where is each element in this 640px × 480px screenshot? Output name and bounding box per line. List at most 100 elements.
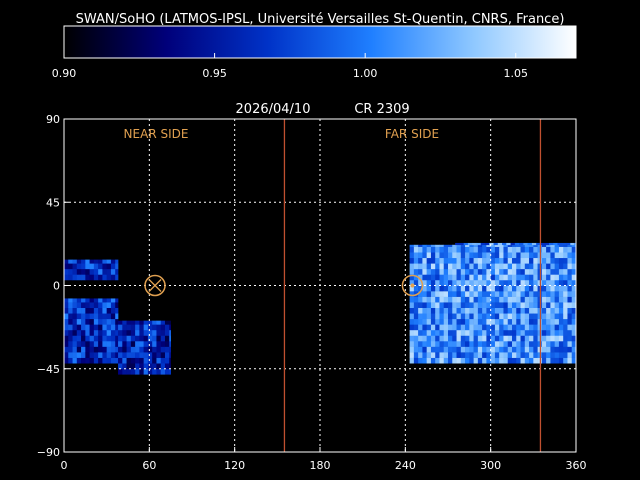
heatmap-cell	[490, 279, 496, 286]
heatmap-cell	[467, 242, 473, 246]
heatmap-cell	[499, 296, 504, 303]
heatmap-cell	[524, 352, 530, 358]
heatmap-cell	[558, 318, 564, 325]
heatmap-cell	[558, 257, 564, 264]
heatmap-cell	[490, 352, 496, 358]
heatmap-cell	[143, 368, 149, 375]
heatmap-cell	[548, 242, 554, 246]
heatmap-cell	[72, 263, 78, 270]
heatmap-cell	[516, 313, 521, 320]
heatmap-cell	[126, 320, 132, 325]
heatmap-cell	[64, 341, 69, 347]
heatmap-cell	[482, 341, 487, 347]
heatmap-cell	[430, 318, 436, 325]
heatmap-cell	[494, 302, 500, 308]
heatmap-cell	[115, 274, 119, 281]
heatmap-cell	[529, 313, 534, 320]
heatmap-cell	[563, 268, 568, 275]
y-tick-label: 0	[53, 280, 60, 293]
heatmap-cell	[64, 313, 69, 320]
heatmap-cell	[130, 324, 136, 331]
heatmap-cell	[413, 263, 419, 270]
heatmap-cell	[89, 259, 95, 264]
heatmap-cell	[541, 329, 547, 336]
heatmap-cell	[524, 346, 530, 353]
heatmap-cell	[499, 252, 504, 259]
heatmap-cell	[430, 296, 436, 303]
heatmap-cell	[452, 302, 457, 308]
heatmap-cell	[443, 346, 449, 353]
heatmap-cell	[452, 263, 457, 270]
heatmap-cell	[85, 302, 90, 308]
heatmap-cell	[452, 268, 457, 275]
heatmap-cell	[469, 246, 474, 253]
heatmap-cell	[164, 335, 170, 342]
heatmap-cell	[115, 346, 119, 353]
heatmap-cell	[106, 274, 112, 281]
heatmap-cell	[529, 279, 534, 286]
heatmap-cell	[409, 246, 415, 253]
heatmap-cell	[68, 263, 73, 270]
heatmap-cell	[482, 352, 487, 358]
heatmap-cell	[443, 302, 449, 308]
heatmap-cell	[418, 329, 423, 336]
heatmap-cell	[164, 320, 170, 325]
heatmap-cell	[81, 263, 86, 270]
heatmap-cell	[156, 346, 162, 353]
heatmap-cell	[469, 324, 474, 331]
heatmap-cell	[550, 279, 555, 286]
heatmap-cell	[463, 242, 469, 246]
heatmap-cell	[554, 246, 560, 253]
heatmap-cell	[490, 257, 496, 264]
heatmap-cell	[452, 329, 457, 336]
heatmap-cell	[448, 357, 453, 364]
heatmap-cell	[435, 244, 440, 247]
heatmap-cell	[106, 313, 112, 320]
heatmap-cell	[115, 357, 119, 364]
heatmap-cell	[439, 335, 445, 342]
heatmap-cell	[135, 346, 140, 353]
heatmap-cell	[486, 307, 491, 314]
heatmap-cell	[448, 291, 453, 297]
heatmap-cell	[465, 274, 470, 281]
heatmap-cell	[516, 244, 521, 247]
heatmap-cell	[456, 268, 462, 275]
heatmap-cell	[64, 298, 69, 303]
heatmap-cell	[169, 324, 171, 331]
heatmap-cell	[122, 357, 127, 364]
heatmap-cell	[76, 346, 82, 353]
heatmap-cell	[89, 313, 95, 320]
heatmap-cell	[110, 346, 116, 353]
heatmap-cell	[469, 357, 474, 364]
heatmap-cell	[418, 357, 423, 364]
heatmap-cell	[439, 296, 445, 303]
heatmap-cell	[482, 244, 487, 247]
heatmap-cell	[472, 242, 477, 246]
heatmap-cell	[567, 335, 573, 342]
heatmap-cell	[409, 274, 415, 281]
heatmap-cell	[81, 259, 86, 264]
heatmap-cell	[465, 296, 470, 303]
heatmap-cell	[533, 285, 538, 292]
heatmap-cell	[439, 257, 445, 264]
heatmap-cell	[494, 257, 500, 264]
heatmap-cell	[469, 257, 474, 264]
heatmap-cell	[409, 357, 415, 364]
heatmap-cell	[520, 274, 526, 281]
heatmap-cell	[448, 346, 453, 353]
heatmap-cell	[499, 279, 504, 286]
heatmap-cell	[81, 298, 86, 303]
heatmap-cell	[550, 274, 555, 281]
heatmap-cell	[443, 246, 449, 253]
far-side-marker	[401, 274, 424, 297]
heatmap-cell	[135, 324, 140, 331]
heatmap-cell	[512, 268, 517, 275]
heatmap-cell	[102, 263, 107, 270]
heatmap-cell	[473, 268, 479, 275]
heatmap-cell	[85, 307, 90, 314]
heatmap-cell	[469, 346, 474, 353]
heatmap-cell	[126, 357, 132, 364]
heatmap-cell	[563, 313, 568, 320]
heatmap-cell	[156, 341, 162, 347]
heatmap-cell	[490, 346, 496, 353]
